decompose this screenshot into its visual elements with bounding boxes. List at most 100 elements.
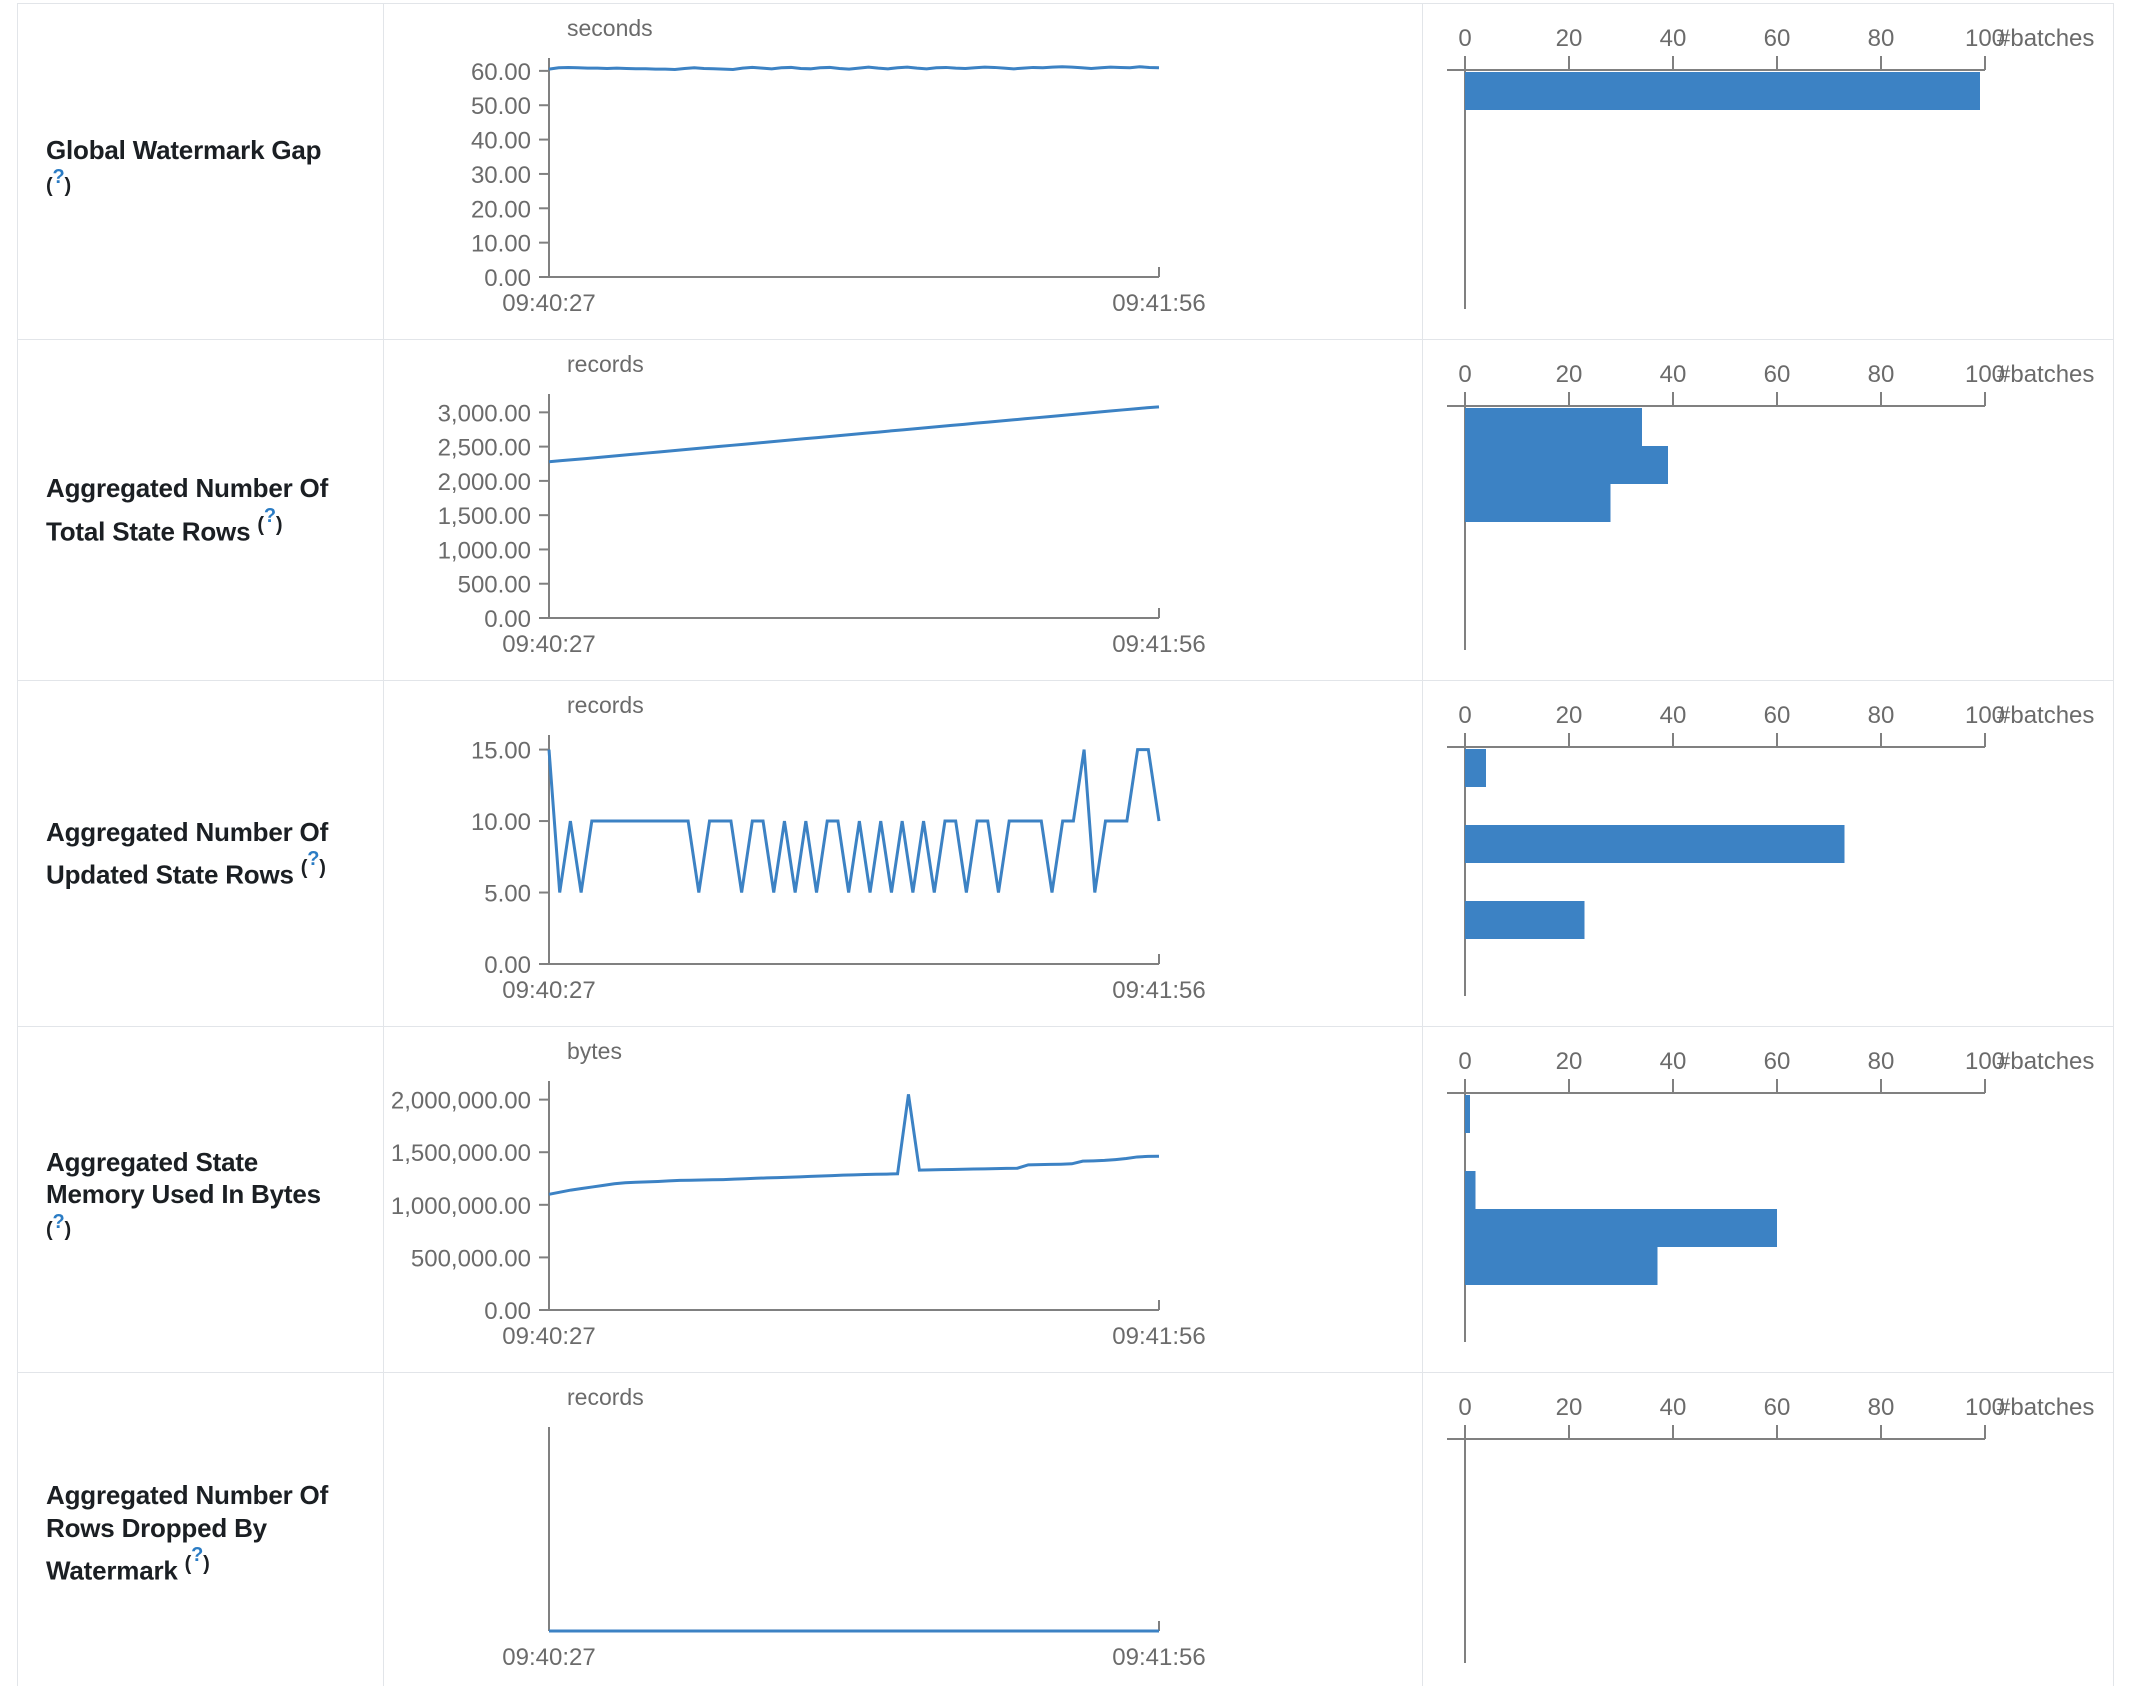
- hist-tick-label: 20: [1556, 1048, 1583, 1075]
- hist-tick-label: 80: [1868, 702, 1895, 729]
- metrics-table-body: Global Watermark Gap (?) seconds 60.00 50.00…: [17, 3, 2114, 1686]
- metric-name-label: Aggregated Number Of Rows Dropped By Water…: [46, 1479, 357, 1587]
- metric-name-label: Aggregated Number Of Total State Rows (?): [46, 472, 357, 547]
- hist-tick-label: 100: [1965, 25, 2005, 52]
- histogram-bar: [1465, 1247, 1658, 1285]
- x-tick-label-start: 09:40:27: [502, 631, 595, 658]
- help-icon[interactable]: ?: [191, 1544, 204, 1567]
- timeline-chart-cell[interactable]: seconds 60.00 50.00 40.00 30.00 20.00 10.00 0.0…: [383, 3, 1423, 340]
- hist-tick-label: 100: [1965, 361, 2005, 388]
- hist-unit-label: #batches: [1997, 361, 2094, 388]
- metric-name-line: Aggregated Number Of: [46, 816, 329, 847]
- hist-tick-label: 80: [1868, 1394, 1895, 1421]
- hist-tick-label: 0: [1458, 1048, 1471, 1075]
- y-tick-label: 30.00: [471, 162, 531, 189]
- histogram-bar: [1465, 446, 1668, 484]
- histogram-cell[interactable]: 0 20 40 60 80 100 #batches: [1422, 1026, 2114, 1373]
- timeline-chart-cell[interactable]: records 3,000.00 2,500.00 2,000.00 1,500.00 1…: [383, 339, 1423, 681]
- timeline-chart[interactable]: seconds 60.00 50.00 40.00 30.00 20.00 10.00 0.0…: [384, 4, 1422, 339]
- timeline-chart[interactable]: records 3,000.00 2,500.00 2,000.00 1,500.00 1…: [384, 340, 1422, 680]
- histogram-svg: 0 20 40 60 80 100#batches: [1447, 1048, 2094, 1342]
- batch-histogram[interactable]: 0 20 40 60 80 100 #batches: [1423, 1027, 2113, 1372]
- batch-histogram[interactable]: 0 20 40 60 80 100 #batches: [1423, 1373, 2113, 1686]
- metric-name-label: Aggregated Number Of Updated State Rows (…: [46, 816, 357, 891]
- histogram-cell[interactable]: 0 20 40 60 80 100 #batches: [1422, 339, 2114, 681]
- x-tick-label-end: 09:41:56: [1112, 1323, 1205, 1350]
- y-tick-label: 0.00: [484, 1298, 531, 1325]
- histogram-bar: [1465, 901, 1585, 939]
- y-tick-label: 1,500,000.00: [391, 1140, 531, 1167]
- hist-unit-label: #batches: [1997, 25, 2094, 52]
- series-line: [548, 65, 1160, 72]
- hist-tick-label: 60: [1764, 1394, 1791, 1421]
- y-tick-label: 20.00: [471, 196, 531, 223]
- chart-unit-label: records: [567, 1384, 644, 1410]
- series-line: [547, 748, 1161, 893]
- histogram-bar: [1465, 1095, 1471, 1133]
- hist-unit-label: #batches: [1997, 702, 2094, 729]
- y-tick-label: 10.00: [471, 809, 531, 836]
- hist-tick-label: 100: [1965, 702, 2005, 729]
- y-tick-label: 0.00: [484, 265, 531, 292]
- metric-row: Aggregated Number Of Total State Rows (?)…: [17, 339, 2114, 681]
- metric-name-line: Updated State Rows (?): [46, 848, 326, 890]
- histogram-svg: 0 20 40 60 80 100#batches: [1447, 361, 2094, 650]
- line-chart-svg: seconds 60.00 50.00 40.00 30.00 20.00 10.00 0.0…: [471, 15, 1206, 317]
- batch-histogram[interactable]: 0 20 40 60 80 100 #batches: [1423, 340, 2113, 680]
- x-tick-label-end: 09:41:56: [1112, 290, 1205, 317]
- metric-row: Aggregated State Memory Used In Bytes (?) b…: [17, 1026, 2114, 1373]
- timeline-chart-cell[interactable]: records 15.00 10.00 5.00 0.00 09:40:27 09:41:5…: [383, 680, 1423, 1027]
- timeline-chart[interactable]: records 15.00 10.00 5.00 0.00 09:40:27 09:41:5…: [384, 681, 1422, 1026]
- hist-unit-label: #batches: [1997, 1048, 2094, 1075]
- metric-row: Aggregated Number Of Updated State Rows (…: [17, 680, 2114, 1027]
- hist-tick-label: 20: [1556, 702, 1583, 729]
- y-tick-label: 2,000.00: [438, 469, 531, 496]
- metric-name-line: Aggregated State: [46, 1146, 259, 1177]
- line-chart-svg: records 3,000.00 2,500.00 2,000.00 1,500.00 1…: [438, 351, 1206, 658]
- x-tick-label-end: 09:41:56: [1112, 977, 1205, 1004]
- help-icon[interactable]: ?: [263, 504, 276, 527]
- histogram-svg: 0 20 40 60 80 100#batches: [1447, 702, 2094, 996]
- hist-tick-label: 40: [1660, 702, 1687, 729]
- help-icon[interactable]: ?: [52, 166, 65, 189]
- hist-tick-label: 0: [1458, 1394, 1471, 1421]
- metric-row: Global Watermark Gap (?) seconds 60.00 50.00…: [17, 3, 2114, 340]
- hist-tick-label: 40: [1660, 361, 1687, 388]
- timeline-chart-cell[interactable]: bytes 2,000,000.00 1,500,000.00 1,000,000.0…: [383, 1026, 1423, 1373]
- hist-tick-label: 0: [1458, 702, 1471, 729]
- x-tick-label-start: 09:40:27: [502, 290, 595, 317]
- metric-name-cell: Aggregated Number Of Updated State Rows (…: [17, 680, 384, 1027]
- timeline-chart-cell[interactable]: records 09:40:27 09:41:56: [383, 1372, 1423, 1686]
- batch-histogram[interactable]: 0 20 40 60 80 100 #batches: [1423, 4, 2113, 339]
- histogram-cell[interactable]: 0 20 40 60 80 100 #batches: [1422, 680, 2114, 1027]
- metric-name-line: Aggregated Number Of: [46, 473, 329, 504]
- x-tick-label-start: 09:40:27: [502, 1644, 595, 1671]
- hist-tick-label: 20: [1556, 361, 1583, 388]
- metric-name-cell: Aggregated Number Of Rows Dropped By Water…: [17, 1372, 384, 1686]
- series-line: [548, 405, 1160, 464]
- y-tick-label: 10.00: [471, 231, 531, 258]
- metric-name-line: (?): [46, 1211, 357, 1254]
- timeline-chart[interactable]: bytes 2,000,000.00 1,500,000.00 1,000,000.0…: [384, 1027, 1422, 1372]
- help-icon[interactable]: ?: [307, 848, 320, 871]
- help-wrapper: (?): [46, 1210, 71, 1242]
- hist-tick-label: 60: [1764, 1048, 1791, 1075]
- histogram-svg: 0 20 40 60 80 100#batches: [1447, 1394, 2094, 1663]
- histogram-cell[interactable]: 0 20 40 60 80 100 #batches: [1422, 1372, 2114, 1686]
- y-tick-label: 0.00: [484, 606, 531, 633]
- timeline-chart[interactable]: records 09:40:27 09:41:56: [384, 1373, 1422, 1686]
- metric-row: Aggregated Number Of Rows Dropped By Water…: [17, 1372, 2114, 1686]
- batch-histogram[interactable]: 0 20 40 60 80 100 #batches: [1423, 681, 2113, 1026]
- help-icon[interactable]: ?: [52, 1210, 65, 1233]
- histogram-bar: [1465, 72, 1980, 110]
- y-tick-label: 2,500.00: [438, 435, 531, 462]
- y-tick-label: 5.00: [484, 881, 531, 908]
- help-wrapper: (?): [46, 166, 71, 197]
- histogram-cell[interactable]: 0 20 40 60 80 100 #batches: [1422, 3, 2114, 340]
- hist-tick-label: 60: [1764, 361, 1791, 388]
- hist-tick-label: 40: [1660, 1048, 1687, 1075]
- hist-tick-label: 100: [1965, 1048, 2005, 1075]
- help-wrapper: (?): [300, 848, 326, 879]
- x-tick-label-start: 09:40:27: [502, 1323, 595, 1350]
